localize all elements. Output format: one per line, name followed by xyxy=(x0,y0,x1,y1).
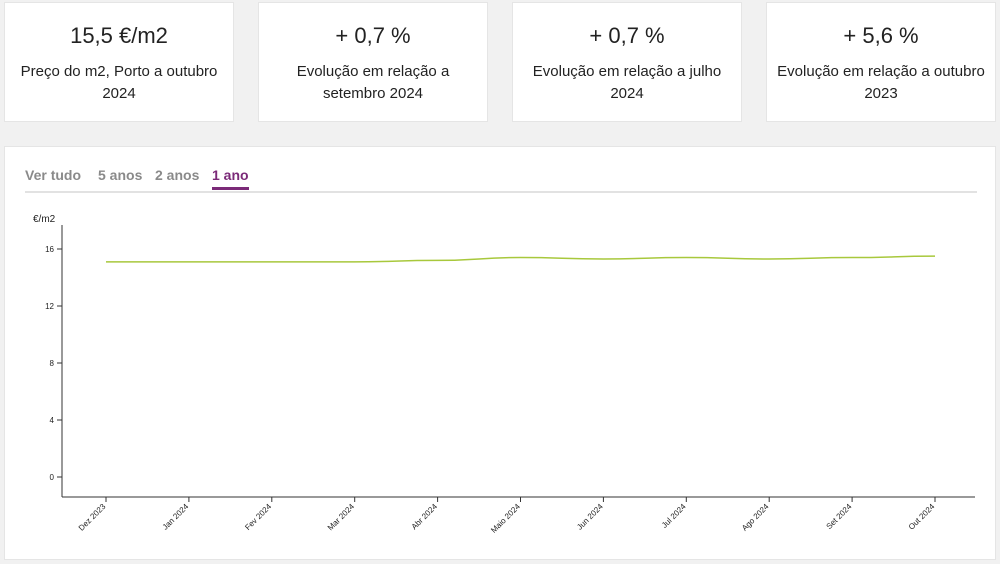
x-tick-label: Jan 2024 xyxy=(161,502,191,532)
y-tick-label: 0 xyxy=(50,473,55,482)
x-tick-label: Maio 2024 xyxy=(489,502,522,535)
x-tick-label: Ago 2024 xyxy=(740,502,771,533)
kpi-value: + 5,6 % xyxy=(843,23,919,48)
y-tick-label: 4 xyxy=(50,416,55,425)
x-tick-label: Fev 2024 xyxy=(243,502,273,532)
y-axis-unit-label: €/m2 xyxy=(33,214,56,225)
kpi-value: + 0,7 % xyxy=(589,23,665,48)
kpi-label: Preço do m2, Porto a outubro 2024 xyxy=(20,63,218,102)
kpi-card-year-change: + 5,6 % Evolução em relação a outubro 20… xyxy=(766,2,996,122)
x-tick-label: Out 2024 xyxy=(907,502,937,532)
series-group xyxy=(105,255,936,263)
kpi-value: 15,5 €/m2 xyxy=(70,23,168,48)
x-axis: Dez 2023 Jan 2024 Fev 2024 Mar 2024 Abr 2024… xyxy=(62,496,975,535)
x-tick-label: Mar 2024 xyxy=(326,502,357,533)
kpi-label: Evolução em relação a julho 2024 xyxy=(532,63,722,102)
kpi-row: 15,5 €/m2 Preço do m2, Porto a outubro 2… xyxy=(4,2,996,124)
y-tick-label: 16 xyxy=(45,245,54,254)
price-line-chart: €/m2 0 4 8 12 16 Dez 2023 Jan 2024 Fev 2024 Mar… xyxy=(33,214,975,535)
kpi-value: + 0,7 % xyxy=(335,23,411,48)
y-tick-label: 12 xyxy=(45,302,54,311)
x-tick-label: Set 2024 xyxy=(825,502,854,531)
tab-2-anos[interactable]: 2 anos xyxy=(155,167,200,183)
chart-card: Ver tudo 5 anos 2 anos 1 ano €/m2 0 4 8 12 1… xyxy=(4,146,996,560)
x-tick-label: Abr 2024 xyxy=(410,502,440,532)
kpi-card-price: 15,5 €/m2 Preço do m2, Porto a outubro 2… xyxy=(4,2,234,122)
tab-ver-tudo[interactable]: Ver tudo xyxy=(25,167,82,183)
kpi-card-month-change: + 0,7 % Evolução em relação a setembro 2… xyxy=(258,2,488,122)
kpi-label: Evolução em relação a outubro 2023 xyxy=(777,63,985,102)
x-tick-label: Jun 2024 xyxy=(575,502,605,532)
x-tick-label: Jul 2024 xyxy=(660,502,688,530)
y-tick-label: 8 xyxy=(50,359,55,368)
x-tick-label: Dez 2023 xyxy=(77,502,108,533)
kpi-card-quarter-change: + 0,7 % Evolução em relação a julho 2024 xyxy=(512,2,742,122)
series-line xyxy=(106,255,936,263)
kpi-label: Evolução em relação a setembro 2024 xyxy=(296,63,450,102)
tab-5-anos[interactable]: 5 anos xyxy=(98,167,143,183)
period-tabs: Ver tudo 5 anos 2 anos 1 ano xyxy=(25,167,977,193)
y-axis: 0 4 8 12 16 xyxy=(45,225,63,497)
tab-1-ano[interactable]: 1 ano xyxy=(212,167,249,190)
